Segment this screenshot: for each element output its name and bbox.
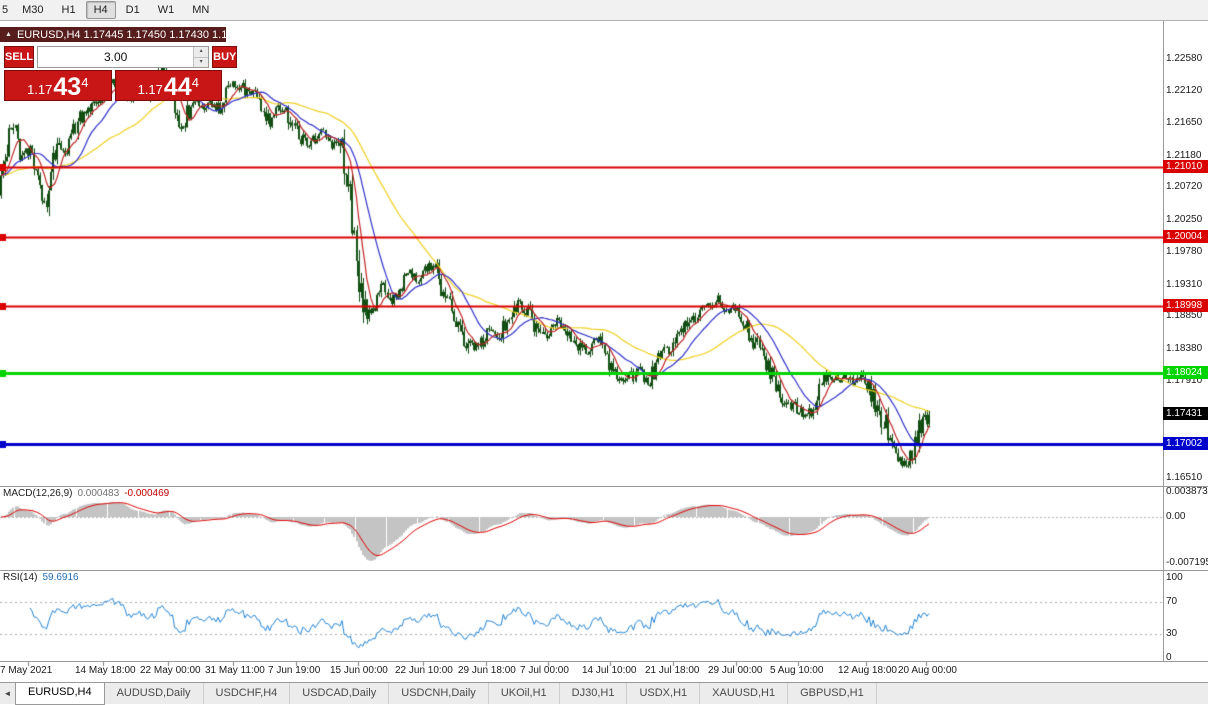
price-axis-label: 1.19310 — [1166, 279, 1203, 290]
macd-axis-label: 0.00 — [1166, 511, 1186, 522]
macd-signal-value: -0.000469 — [124, 488, 170, 499]
buy-button[interactable]: BUY — [212, 46, 238, 68]
volume-spinner: ▴ ▾ — [193, 47, 209, 67]
tab-scroll-left-button[interactable]: ◄ — [3, 689, 12, 698]
hline-price-tag: 1.21010 — [1163, 160, 1208, 173]
price-axis-label: 1.18850 — [1166, 310, 1203, 321]
hline-price-tag: 1.18024 — [1163, 366, 1208, 379]
time-axis-label: 22 Jun 10:00 — [395, 665, 453, 676]
chart-tab-usdchf-h4[interactable]: USDCHF,H4 — [204, 683, 291, 704]
rsi-indicator-label: RSI(14) 59.6916 — [3, 572, 84, 583]
timeframe-button-mn[interactable]: MN — [192, 4, 210, 16]
price-axis-label: 1.21650 — [1166, 117, 1203, 128]
price-axis-label: 1.19780 — [1166, 246, 1203, 257]
rsi-value: 59.6916 — [42, 572, 79, 583]
buy-price-display[interactable]: 1.17 44 4 — [114, 70, 222, 101]
trade-price-displays: 1.17 43 4 1.17 44 4 — [4, 70, 222, 101]
time-axis-label: 29 Jul 00:00 — [708, 665, 763, 676]
time-axis-separator — [0, 661, 1208, 662]
time-axis-label: 15 Jun 00:00 — [330, 665, 388, 676]
volume-decrease-button[interactable]: ▾ — [194, 57, 209, 67]
price-axis[interactable]: 1.22580 1.22120 1.21650 1.21180 1.20720 1.202… — [1163, 21, 1208, 663]
sell-price-big-digits: 43 — [53, 73, 82, 101]
timeframe-button-d1[interactable]: D1 — [125, 4, 140, 16]
hline-price-tag: 1.20004 — [1163, 230, 1208, 243]
price-axis-label: 1.17910 — [1166, 375, 1203, 386]
chart-tab-usdcnh-daily[interactable]: USDCNH,Daily — [389, 683, 489, 704]
macd-axis-label: 0.003873 — [1166, 486, 1208, 497]
price-chart-canvas[interactable] — [0, 21, 1163, 682]
timeframe-button-h1[interactable]: H1 — [61, 4, 76, 16]
time-axis-label: 31 May 11:00 — [205, 665, 265, 676]
price-axis-border — [1163, 21, 1164, 662]
chart-tab-usdcad-daily[interactable]: USDCAD,Daily — [290, 683, 390, 704]
chart-tab-usdx-h1[interactable]: USDX,H1 — [627, 683, 701, 704]
time-axis-label: 12 Aug 18:00 — [838, 665, 897, 676]
current-price-tag: 1.17431 — [1163, 407, 1208, 420]
hline-price-tag: 1.17002 — [1163, 437, 1208, 450]
chart-tab-eurusd-h4[interactable]: EURUSD,H4 — [15, 683, 105, 705]
rsi-name: RSI(14) — [3, 572, 38, 583]
trade-panel-header[interactable]: ▲ EURUSD,H4 1.17445 1.17450 1.17430 1.17… — [0, 27, 252, 42]
trade-controls: SELL ▴ ▾ BUY — [4, 46, 238, 68]
price-axis-label: 1.22120 — [1166, 85, 1203, 96]
chart-tab-audusd-daily[interactable]: AUDUSD,Daily — [105, 683, 204, 704]
macd-panel-splitter[interactable] — [0, 486, 1208, 487]
time-axis-label: 22 May 00:00 — [140, 665, 201, 676]
sell-price-pipette: 4 — [81, 75, 89, 90]
volume-control: ▴ ▾ — [37, 46, 210, 68]
timeframe-button-partial[interactable]: 5 — [2, 4, 9, 16]
time-axis-label: 21 Jul 18:00 — [645, 665, 700, 676]
price-axis-label: 1.22580 — [1166, 53, 1203, 64]
sell-price-prefix: 1.17 — [27, 82, 53, 97]
rsi-axis-label: 30 — [1166, 628, 1178, 639]
sell-button[interactable]: SELL — [4, 46, 35, 68]
time-axis-label: 7 Jul 00:00 — [520, 665, 569, 676]
chart-tabs: EURUSD,H4 AUDUSD,Daily USDCHF,H4 USDCAD,Dai… — [15, 683, 877, 705]
chart-window: 1.22580 1.22120 1.21650 1.21180 1.20720 1.202… — [0, 21, 1208, 682]
buy-price-prefix: 1.17 — [137, 82, 163, 97]
price-axis-label: 1.21180 — [1166, 150, 1202, 161]
rsi-axis-label: 0 — [1166, 652, 1172, 663]
time-axis-label: 29 Jun 18:00 — [458, 665, 516, 676]
time-axis-label: 14 May 18:00 — [75, 665, 136, 676]
chart-tab-gbpusd-h1[interactable]: GBPUSD,H1 — [788, 683, 877, 704]
timeframe-button-m30[interactable]: M30 — [22, 4, 44, 16]
chart-tab-bar: ◄ EURUSD,H4 AUDUSD,Daily USDCHF,H4 USDCAD,D… — [0, 682, 1208, 705]
rsi-axis-label: 70 — [1166, 596, 1178, 607]
time-axis-label: 20 Aug 00:00 — [898, 665, 957, 676]
one-click-trading-panel: ▲ EURUSD,H4 1.17445 1.17450 1.17430 1.17… — [0, 27, 252, 101]
price-axis-label: 1.20720 — [1166, 181, 1203, 192]
time-axis-label: 7 May 2021 — [0, 665, 53, 676]
timeframe-button-h4[interactable]: H4 — [85, 1, 116, 19]
timeframe-buttons: M30 H1 H4 D1 W1 MN — [13, 1, 218, 19]
chart-tab-xauusd-h1[interactable]: XAUUSD,H1 — [700, 683, 789, 704]
rsi-panel-splitter[interactable] — [0, 570, 1208, 571]
chart-tab-ukoil-h1[interactable]: UKOil,H1 — [489, 683, 560, 704]
time-axis-label: 5 Aug 10:00 — [770, 665, 824, 676]
sell-price-display[interactable]: 1.17 43 4 — [4, 70, 112, 101]
price-axis-label: 1.18380 — [1166, 343, 1203, 354]
chart-tab-dj30-h1[interactable]: DJ30,H1 — [560, 683, 628, 704]
rsi-axis-label: 100 — [1166, 572, 1183, 583]
macd-name: MACD(12,26,9) — [3, 488, 73, 499]
macd-main-value: 0.000483 — [77, 488, 120, 499]
collapse-panel-icon[interactable]: ▲ — [5, 31, 12, 38]
macd-indicator-label: MACD(12,26,9) 0.000483 -0.000469 — [3, 488, 174, 499]
buy-price-pipette: 4 — [191, 75, 199, 90]
time-axis-label: 7 Jun 19:00 — [268, 665, 321, 676]
buy-price-big-digits: 44 — [163, 73, 192, 101]
timeframe-button-w1[interactable]: W1 — [157, 4, 175, 16]
time-axis-label: 14 Jul 10:00 — [582, 665, 637, 676]
price-axis-label: 1.16510 — [1166, 472, 1203, 483]
symbol-quote-text: EURUSD,H4 1.17445 1.17450 1.17430 1.1743… — [16, 28, 252, 41]
volume-input[interactable] — [38, 47, 194, 67]
time-axis[interactable]: 7 May 2021 14 May 18:00 22 May 00:00 31 May… — [0, 662, 1163, 682]
timeframe-toolbar: 5 M30 H1 H4 D1 W1 MN — [0, 0, 1208, 21]
price-axis-label: 1.20250 — [1166, 214, 1203, 225]
volume-increase-button[interactable]: ▴ — [194, 47, 209, 58]
hline-price-tag: 1.18998 — [1163, 299, 1208, 312]
macd-axis-label: -0.0071955 — [1166, 557, 1208, 568]
